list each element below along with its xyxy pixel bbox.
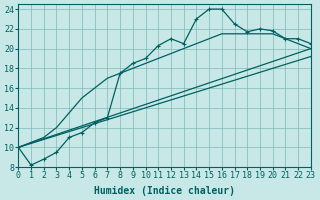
X-axis label: Humidex (Indice chaleur): Humidex (Indice chaleur) [94, 186, 235, 196]
